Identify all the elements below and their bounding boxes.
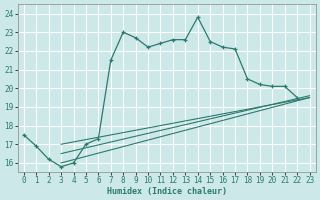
X-axis label: Humidex (Indice chaleur): Humidex (Indice chaleur) xyxy=(107,187,227,196)
